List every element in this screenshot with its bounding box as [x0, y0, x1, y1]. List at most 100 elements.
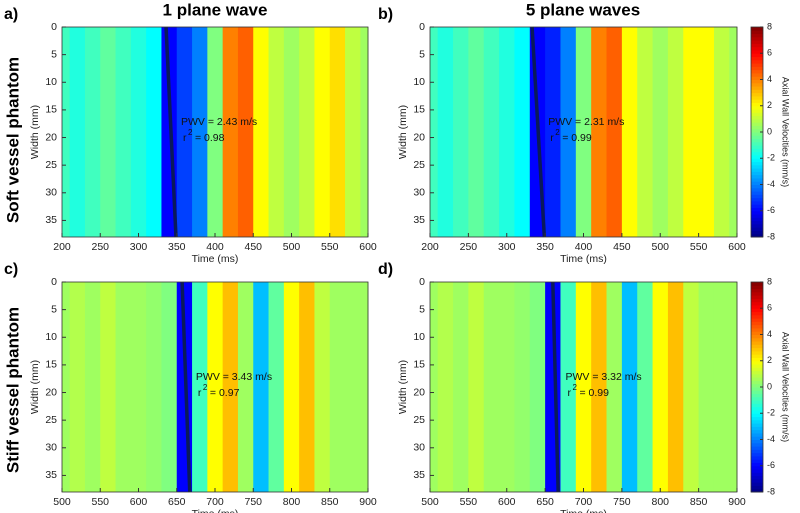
colorbar-swatch [751, 360, 763, 365]
colorbar-swatch [751, 406, 763, 411]
heat-stripe [606, 282, 623, 492]
heat-stripe [62, 282, 71, 492]
y-tick-label: 30 [413, 187, 425, 199]
colorbar-swatch [751, 89, 763, 94]
colorbar-swatch [751, 184, 763, 189]
colorbar-swatch [751, 233, 763, 238]
colorbar-swatch [751, 132, 763, 136]
heat-stripe [299, 282, 315, 492]
y-tick-label: 5 [419, 303, 425, 315]
heat-stripe [84, 282, 101, 492]
colorbar-swatch [751, 485, 763, 490]
colorbar-swatch [751, 436, 763, 440]
y-tick-label: 10 [413, 331, 425, 343]
colorbar-label: Axial Wall Velocities (mm/s) [781, 332, 791, 442]
heat-stripe [130, 282, 147, 492]
colorbar-swatch [751, 367, 763, 372]
heat-stripe [115, 282, 132, 492]
colorbar-swatch [751, 69, 763, 74]
colorbar-swatch [751, 151, 763, 156]
colorbar-swatch [751, 314, 763, 319]
colorbar-swatch [751, 350, 763, 355]
row-label: Stiff vessel phantom [3, 307, 22, 473]
x-tick-label: 400 [206, 241, 224, 253]
heat-stripe [268, 27, 285, 237]
annotation: = 0.99 [562, 132, 592, 144]
heat-stripe [237, 282, 254, 492]
colorbar-tick-label: -8 [767, 231, 775, 241]
annotation: = 0.97 [210, 387, 240, 399]
colorbar-swatch [751, 49, 763, 54]
heat-stripe [545, 27, 561, 237]
heat-stripe [329, 27, 346, 237]
colorbar-swatch [751, 488, 763, 493]
colorbar-swatch [751, 138, 763, 143]
x-tick-label: 900 [359, 496, 377, 508]
heat-stripe [314, 282, 331, 492]
x-tick-label: 500 [53, 496, 71, 508]
y-axis-label: Width (mm) [29, 360, 41, 414]
colorbar-swatch [751, 416, 763, 421]
colorbar-swatch [751, 455, 763, 460]
colorbar-swatch [751, 482, 763, 486]
colorbar-swatch [751, 400, 763, 404]
heat-stripe [100, 282, 117, 492]
heat-stripe [575, 27, 592, 237]
colorbar-swatch [751, 59, 763, 64]
panel-label: a) [4, 6, 18, 23]
y-tick-label: 20 [413, 131, 425, 143]
annotation: 2 [572, 383, 577, 392]
annotation: PWV = 2.31 m/s [548, 116, 624, 128]
colorbar-swatch [751, 181, 763, 185]
panel-label: b) [378, 6, 393, 23]
colorbar-swatch [751, 63, 763, 67]
colorbar-swatch [751, 79, 763, 84]
heat-stripe [575, 282, 592, 492]
colorbar-swatch [751, 118, 763, 123]
colorbar-swatch [751, 341, 763, 345]
heat-stripe [667, 282, 684, 492]
heat-stripe [237, 27, 254, 237]
x-tick-label: 550 [321, 241, 339, 253]
colorbar-swatch [751, 409, 763, 414]
colorbar-swatch [751, 475, 763, 480]
colorbar-swatch [751, 122, 763, 126]
y-axis-label: Width (mm) [29, 105, 41, 159]
x-tick-label: 200 [421, 241, 439, 253]
heat-stripe [314, 27, 331, 237]
colorbar-swatch [751, 161, 763, 166]
y-tick-label: 20 [45, 131, 57, 143]
x-tick-label: 300 [498, 241, 516, 253]
fit-line [551, 281, 560, 493]
colorbar-tick-label: 0 [767, 381, 772, 391]
colorbar-swatch [751, 30, 763, 35]
heat-stripe [483, 27, 500, 237]
x-tick-label: 250 [460, 241, 478, 253]
colorbar-swatch [751, 432, 763, 437]
y-tick-label: 25 [45, 159, 57, 171]
colorbar-swatch [751, 449, 763, 454]
colorbar-swatch [751, 327, 763, 332]
x-tick-label: 700 [575, 496, 593, 508]
colorbar-swatch [751, 387, 763, 391]
y-tick-label: 10 [45, 331, 57, 343]
colorbar-swatch [751, 56, 763, 61]
y-tick-label: 30 [413, 442, 425, 454]
colorbar-tick-label: 2 [767, 100, 772, 110]
heat-stripe [437, 27, 454, 237]
heat-stripe [268, 282, 285, 492]
y-axis-label: Width (mm) [397, 360, 409, 414]
y-tick-label: 30 [45, 442, 57, 454]
heat-stripe [299, 27, 315, 237]
heat-stripe [621, 282, 638, 492]
colorbar-swatch [751, 318, 763, 322]
colorbar-swatch [751, 472, 763, 477]
colorbar-swatch [751, 40, 763, 44]
colorbar-swatch [751, 442, 763, 447]
heat-stripe [84, 27, 101, 237]
x-tick-label: 500 [421, 496, 439, 508]
y-tick-label: 35 [45, 214, 57, 226]
heat-stripe [453, 282, 469, 492]
x-axis-label: Time (ms) [560, 508, 607, 513]
y-tick-label: 0 [419, 276, 425, 288]
